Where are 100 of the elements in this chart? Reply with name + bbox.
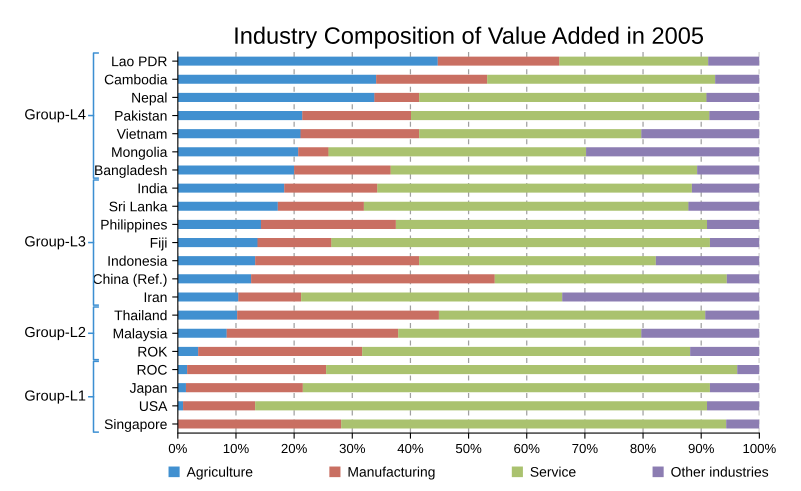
- y-tick-label: Bangladesh: [95, 164, 167, 178]
- bar: [178, 310, 238, 320]
- bar: [178, 346, 198, 356]
- y-tick-label: India: [138, 183, 168, 194]
- bar: [641, 328, 760, 338]
- bar: [706, 92, 760, 102]
- bar: [178, 74, 376, 84]
- y-tick-label: Thailand: [114, 310, 167, 320]
- bar: [326, 365, 738, 374]
- bar: [341, 419, 726, 429]
- bar: [278, 202, 364, 211]
- bar: [494, 274, 727, 284]
- y-tick-label: Indonesia: [108, 256, 168, 266]
- bar: [390, 165, 698, 175]
- bar: [198, 346, 362, 356]
- bar: [710, 238, 760, 248]
- bar: [301, 292, 562, 302]
- bar: [294, 165, 391, 175]
- x-tick-label: 30%: [340, 444, 366, 454]
- bar: [726, 274, 760, 284]
- bar: [178, 202, 278, 211]
- bar: [586, 147, 760, 156]
- bar: [178, 383, 186, 392]
- y-tick-label: Singapore: [104, 418, 167, 432]
- bar: [186, 383, 303, 392]
- bar: [656, 256, 760, 266]
- bar: [707, 401, 760, 410]
- x-tick-label: 60%: [514, 444, 540, 454]
- bar: [237, 310, 439, 320]
- bar: [251, 274, 495, 284]
- bar: [300, 129, 420, 138]
- bar: [284, 184, 378, 193]
- y-tick-label: Vietnam: [116, 128, 166, 139]
- y-tick-label: Sri Lanka: [109, 201, 168, 212]
- bar: [710, 383, 760, 392]
- y-tick-label: USA: [140, 401, 168, 412]
- y-tick-label: Japan: [130, 383, 167, 396]
- x-tick-label: 40%: [398, 444, 424, 454]
- legend-label: Other industries: [671, 466, 768, 477]
- y-tick-label: Philippines: [101, 219, 167, 232]
- y-tick-label: China (Ref.): [93, 274, 167, 287]
- y-tick-label: ROK: [138, 346, 168, 357]
- text: Group-L2: [25, 326, 86, 340]
- x-tick-label: 50%: [456, 444, 482, 454]
- bar: [708, 56, 760, 66]
- bar: [419, 129, 642, 138]
- bar: [697, 165, 760, 175]
- bar: [377, 184, 692, 193]
- text: Group-L1: [25, 390, 86, 404]
- bar: [376, 74, 488, 84]
- bar: [178, 365, 188, 374]
- bar: [726, 419, 760, 429]
- bar: [178, 238, 258, 248]
- y-tick-label: Malaysia: [114, 328, 168, 342]
- bar: [364, 202, 688, 211]
- bar: [398, 328, 642, 338]
- bar: [487, 74, 716, 84]
- bar: [226, 328, 398, 338]
- y-tick-label: Lao PDR: [112, 56, 167, 66]
- bar: [709, 111, 760, 120]
- bar: [688, 202, 760, 211]
- bar: [641, 129, 760, 138]
- bar: [257, 238, 332, 248]
- bar: [707, 220, 760, 229]
- bar: [178, 92, 374, 102]
- x-tick-label: 20%: [282, 444, 307, 454]
- bar: [374, 92, 420, 102]
- y-tick-label: Pakistan: [115, 110, 167, 121]
- bar: [178, 111, 302, 120]
- chart-title: Industry Composition of Value Added in 2005: [235, 26, 704, 49]
- bar: [178, 56, 438, 66]
- y-tick-label: Nepal: [132, 92, 166, 106]
- bar: [178, 220, 261, 229]
- bar: [238, 292, 302, 302]
- bar: [178, 129, 301, 138]
- y-tick-label: Iran: [144, 292, 167, 302]
- bar: [302, 111, 412, 120]
- bar: [438, 310, 706, 320]
- bar: [178, 292, 238, 302]
- x-tick-label: 90%: [688, 444, 714, 454]
- legend-label: Manufacturing: [348, 466, 435, 480]
- bar: [419, 92, 706, 102]
- bar: [302, 383, 710, 392]
- bar: [396, 220, 708, 229]
- bar: [328, 147, 586, 156]
- bar: [260, 220, 396, 229]
- x-tick-label: 10%: [224, 444, 249, 454]
- bar: [178, 274, 252, 284]
- legend-label: Agriculture: [186, 466, 252, 480]
- bar: [178, 419, 342, 429]
- bar: [178, 165, 294, 175]
- x-tick-label: 100%: [743, 444, 776, 454]
- bar: [178, 147, 298, 156]
- y-tick-label: Cambodia: [104, 74, 168, 84]
- bar: [362, 346, 690, 356]
- bar: [419, 256, 656, 266]
- bar: [411, 111, 710, 120]
- text: Group-L3: [25, 236, 86, 250]
- bar: [737, 365, 760, 374]
- y-tick-label: Fiji: [150, 238, 166, 250]
